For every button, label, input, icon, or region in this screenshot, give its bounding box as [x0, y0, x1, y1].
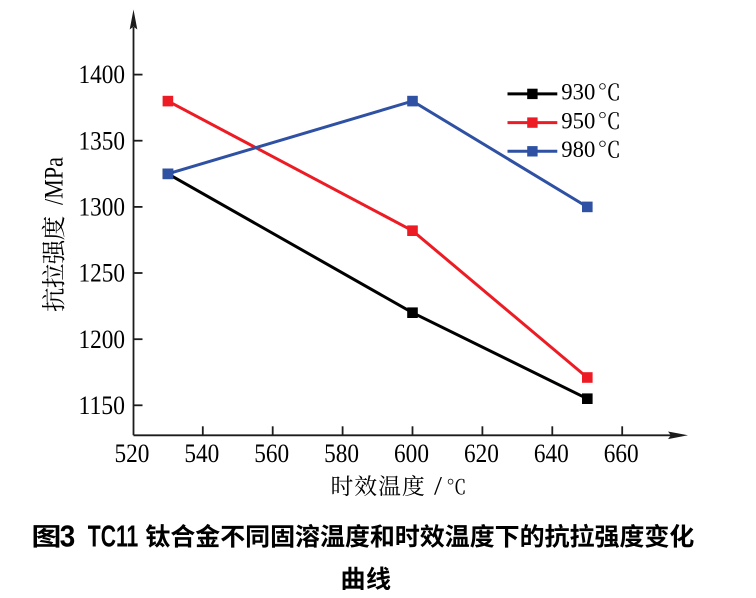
svg-text:950: 950 [561, 108, 595, 133]
svg-text:980: 980 [561, 137, 595, 162]
svg-text:930: 930 [561, 80, 595, 105]
svg-text:1350: 1350 [79, 126, 126, 155]
svg-text:1150: 1150 [79, 391, 126, 420]
svg-text:1250: 1250 [79, 259, 126, 288]
svg-text:640: 640 [534, 439, 569, 468]
svg-text:520: 520 [114, 439, 149, 468]
svg-text:/MPa: /MPa [40, 157, 69, 205]
svg-text:1200: 1200 [79, 325, 126, 354]
svg-text:540: 540 [184, 439, 219, 468]
svg-text:620: 620 [464, 439, 499, 468]
svg-text:/: / [434, 471, 443, 500]
svg-text:660: 660 [604, 439, 639, 468]
svg-text:1400: 1400 [79, 60, 126, 89]
svg-text:580: 580 [324, 439, 359, 468]
svg-text:600: 600 [394, 439, 429, 468]
svg-text:560: 560 [254, 439, 289, 468]
svg-text:1300: 1300 [79, 193, 126, 222]
svg-text:3: 3 [60, 518, 76, 553]
svg-text:TC11: TC11 [88, 518, 139, 553]
